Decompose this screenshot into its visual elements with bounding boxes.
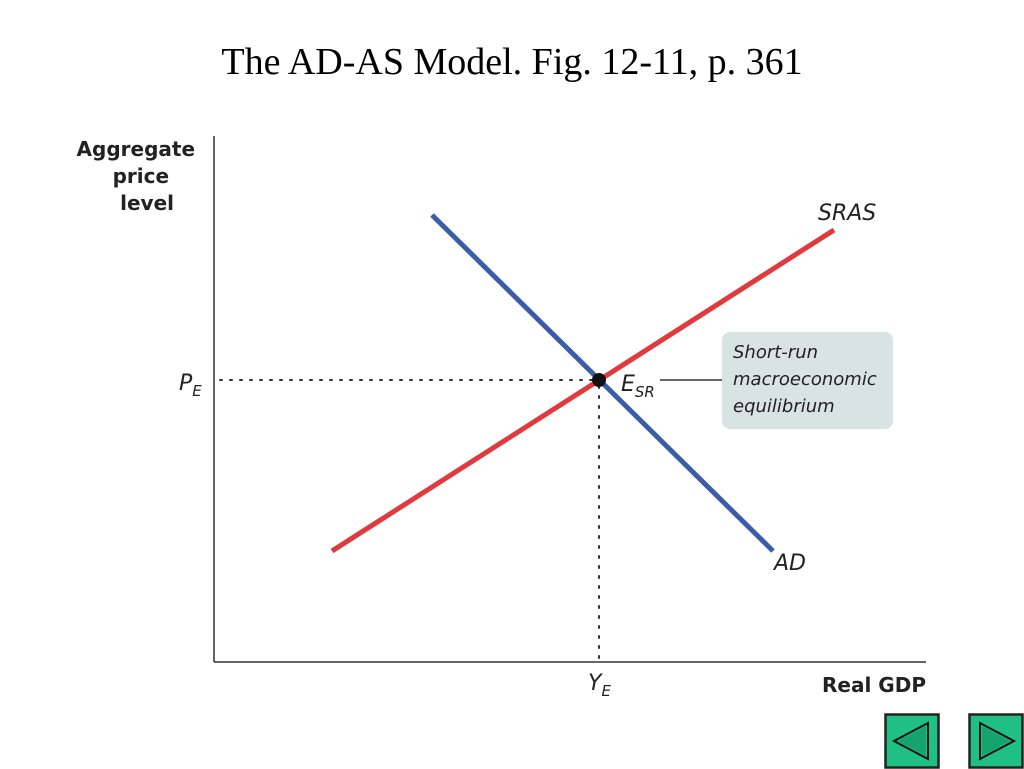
slide-title: The AD-AS Model. Fig. 12-11, p. 361: [221, 41, 803, 83]
callout-line: Short-run: [733, 342, 818, 363]
callout-box: [722, 332, 893, 429]
callout-line: macroeconomic: [733, 369, 877, 390]
previous-slide-button[interactable]: [884, 713, 940, 769]
next-slide-button[interactable]: [968, 713, 1024, 769]
output-equilibrium-label: YE: [588, 671, 611, 700]
price-equilibrium-label: PE: [179, 371, 202, 400]
y-axis-title-line: price: [113, 164, 169, 188]
sras-label: SRAS: [818, 201, 876, 226]
y-axis-title-line: Aggregate: [77, 137, 195, 161]
callout-line: equilibrium: [733, 396, 835, 417]
equilibrium-point: [592, 373, 606, 387]
sras-curve: [330, 227, 836, 554]
triangle-right-icon: [968, 713, 1024, 769]
equilibrium-point-label: ESR: [621, 372, 655, 401]
y-axis-title: Aggregate price level: [77, 137, 202, 215]
ad-label: AD: [772, 551, 806, 576]
callout-text: Short-run macroeconomic equilibrium: [733, 342, 882, 417]
x-axis-title: Real GDP: [822, 673, 926, 697]
y-axis-title-line: level: [120, 191, 174, 215]
triangle-left-icon: [884, 713, 940, 769]
